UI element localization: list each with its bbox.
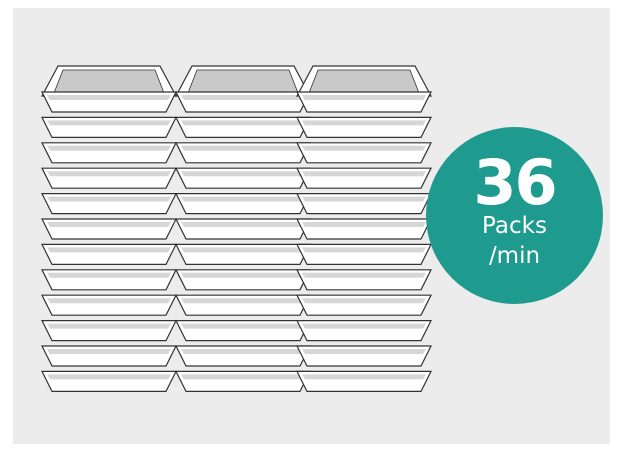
tray-column [41, 65, 177, 392]
stacked-tray-icon [296, 193, 432, 215]
stacked-tray-icon [296, 370, 432, 392]
stacked-tray-icon [296, 116, 432, 138]
stacked-tray-icon [41, 116, 177, 138]
stacked-tray-icon [41, 167, 177, 189]
stacked-tray-icon [175, 294, 311, 316]
stacked-tray-icon [41, 218, 177, 240]
stacked-tray-icon [296, 320, 432, 342]
stacked-tray-icon [175, 370, 311, 392]
stacked-tray-icon [41, 142, 177, 164]
stacked-tray-icon [296, 167, 432, 189]
stacked-tray-icon [296, 294, 432, 316]
stacked-tray-icon [175, 167, 311, 189]
tray-top-cavity [187, 69, 299, 94]
stacked-tray-icon [175, 116, 311, 138]
stacked-tray-icon [175, 243, 311, 265]
stacked-tray-icon [41, 269, 177, 291]
stacked-tray-icon [175, 193, 311, 215]
badge-number: 36 [473, 145, 557, 219]
stacked-tray-icon [41, 345, 177, 367]
stacked-tray-icon [296, 269, 432, 291]
stacked-tray-icon [41, 294, 177, 316]
stacked-tray-icon [41, 243, 177, 265]
stacked-tray-icon [41, 193, 177, 215]
stacked-tray-icon [175, 91, 311, 113]
stacked-tray-icon [41, 320, 177, 342]
stacked-tray-icon [41, 91, 177, 113]
stacked-tray-icon [296, 218, 432, 240]
tray-column [175, 65, 311, 392]
stacked-tray-icon [296, 91, 432, 113]
tray-top-cavity [53, 69, 165, 94]
badge-unit-line2: /min [488, 242, 541, 269]
tray-column [296, 65, 432, 392]
stacked-tray-icon [175, 269, 311, 291]
stacked-tray-icon [296, 243, 432, 265]
stacked-tray-icon [296, 345, 432, 367]
throughput-badge: 36 Packs /min [426, 127, 603, 304]
stacked-tray-icon [175, 320, 311, 342]
tray-top-cavity [308, 69, 420, 94]
badge-unit-line1: Packs [482, 212, 547, 239]
stacked-tray-icon [296, 142, 432, 164]
stacked-tray-icon [41, 370, 177, 392]
stacked-tray-icon [175, 218, 311, 240]
stacked-tray-icon [175, 142, 311, 164]
stacked-tray-icon [175, 345, 311, 367]
